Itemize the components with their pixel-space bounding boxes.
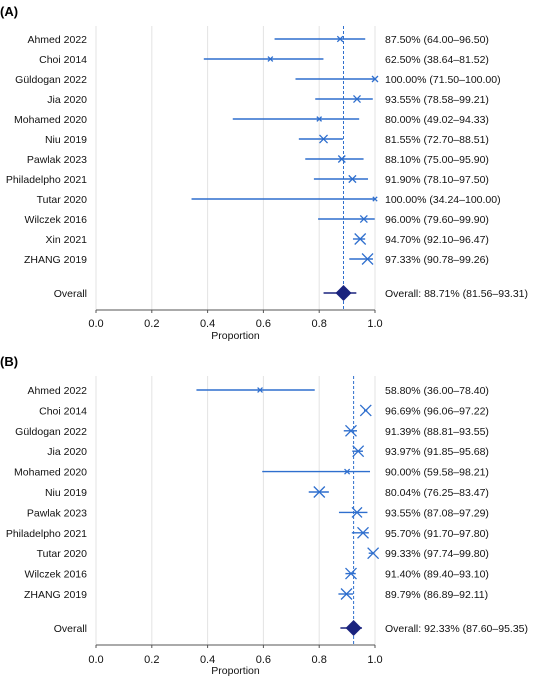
x-tick-label: 0.6	[256, 318, 271, 330]
overall-label: Overall: 88.71% (81.56–93.31)	[385, 288, 528, 300]
x-tick-label: 0.2	[144, 318, 159, 330]
estimate-label: 96.69% (96.06–97.22)	[385, 405, 489, 417]
point-estimate-marker	[340, 588, 353, 600]
study-name: ZHANG 2019	[24, 589, 87, 601]
point-estimate-marker	[313, 486, 326, 498]
panel-label: (B)	[0, 354, 18, 369]
study-name: Philadelpho 2021	[6, 174, 87, 186]
estimate-label: 93.55% (87.08–97.29)	[385, 507, 489, 519]
study-name: Güldogan 2022	[15, 74, 87, 86]
estimate-label: 81.55% (72.70–88.51)	[385, 134, 489, 146]
estimate-label: 91.40% (89.40–93.10)	[385, 569, 489, 581]
x-tick-label: 1.0	[367, 318, 382, 330]
x-tick-label: 1.0	[367, 654, 382, 666]
x-tick-label: 0.4	[200, 318, 215, 330]
study-name: Xin 2021	[46, 234, 88, 246]
study-name: Wilczek 2016	[25, 214, 88, 226]
estimate-label: 62.50% (38.64–81.52)	[385, 54, 489, 66]
point-estimate-marker	[371, 75, 379, 83]
forest-panel-b: (B) 0.0 0.2 0.4 0.6 0.8 1.0 Proportion Ahmed 202…	[0, 354, 528, 676]
estimate-label: 96.00% (79.60–99.90)	[385, 214, 489, 226]
point-estimate-marker	[344, 468, 351, 475]
point-estimate-marker	[267, 56, 274, 62]
point-estimate-marker	[319, 134, 329, 144]
point-estimate-marker	[336, 35, 344, 43]
estimate-label: 89.79% (86.89–92.11)	[385, 589, 488, 601]
study-name: Pawlak 2023	[27, 154, 87, 166]
estimate-label: 95.70% (91.70–97.80)	[385, 528, 489, 540]
point-estimate-marker	[316, 116, 323, 122]
x-tick-label: 0.0	[88, 654, 103, 666]
estimate-label: 88.10% (75.00–95.90)	[385, 154, 489, 166]
estimate-label: 58.80% (36.00–78.40)	[385, 385, 489, 397]
study-name: Niu 2019	[45, 134, 87, 146]
study-name: Ahmed 2022	[27, 34, 87, 46]
overall-name: Overall	[54, 623, 87, 635]
point-estimate-marker	[361, 253, 374, 265]
x-tick-label: 0.2	[144, 654, 159, 666]
point-estimate-marker	[351, 506, 363, 518]
study-name: Pawlak 2023	[27, 507, 87, 519]
study-name: Niu 2019	[45, 487, 87, 499]
x-axis-title: Proportion	[211, 665, 260, 676]
study-name: Jia 2020	[47, 94, 87, 106]
study-name: Choi 2014	[39, 405, 87, 417]
overall-label: Overall: 92.33% (87.60–95.35)	[385, 623, 528, 635]
estimate-label: 94.70% (92.10–96.47)	[385, 234, 489, 246]
point-estimate-marker	[359, 214, 368, 224]
study-name: Philadelpho 2021	[6, 528, 87, 540]
estimate-label: 93.97% (91.85–95.68)	[385, 446, 489, 458]
point-estimate-marker	[357, 526, 369, 539]
point-estimate-marker	[367, 547, 380, 560]
estimate-label: 80.04% (76.25–83.47)	[385, 487, 489, 499]
study-name: Tutar 2020	[37, 194, 88, 206]
estimate-label: 80.00% (49.02–94.33)	[385, 114, 489, 126]
study-name: Wilczek 2016	[25, 569, 88, 581]
x-tick-label: 0.8	[312, 654, 327, 666]
point-estimate-marker	[352, 445, 365, 458]
study-name: Güldogan 2022	[15, 426, 87, 438]
point-estimate-marker	[353, 95, 361, 103]
estimate-label: 93.55% (78.58–99.21)	[385, 94, 489, 106]
point-estimate-marker	[345, 567, 357, 580]
estimate-label: 100.00% (71.50–100.00)	[385, 74, 501, 86]
point-estimate-marker	[348, 174, 357, 184]
point-estimate-marker	[372, 196, 378, 202]
study-name: ZHANG 2019	[24, 254, 87, 266]
estimate-label: 100.00% (34.24–100.00)	[385, 194, 501, 206]
overall-name: Overall	[54, 288, 87, 300]
study-name: Mohamed 2020	[14, 114, 87, 126]
point-estimate-marker	[354, 233, 367, 245]
study-name: Choi 2014	[39, 54, 87, 66]
x-tick-label: 0.0	[88, 318, 103, 330]
estimate-label: 97.33% (90.78–99.26)	[385, 254, 489, 266]
estimate-label: 99.33% (97.74–99.80)	[385, 548, 489, 560]
study-name: Ahmed 2022	[27, 385, 87, 397]
study-name: Tutar 2020	[37, 548, 88, 560]
overall-diamond	[345, 620, 362, 636]
estimate-label: 91.90% (78.10–97.50)	[385, 174, 489, 186]
x-tick-label: 0.8	[312, 318, 327, 330]
study-name: Mohamed 2020	[14, 467, 87, 479]
study-name: Jia 2020	[47, 446, 87, 458]
point-estimate-marker	[359, 404, 372, 417]
point-estimate-marker	[337, 155, 346, 163]
panel-label: (A)	[0, 4, 18, 19]
forest-panel-a: (A) 0.0 0.2 0.4 0.6 0.8 1.0 Proportion Ahmed 202…	[0, 4, 528, 342]
estimate-label: 87.50% (64.00–96.50)	[385, 34, 489, 46]
x-tick-label: 0.4	[200, 654, 215, 666]
x-tick-label: 0.6	[256, 654, 271, 666]
point-estimate-marker	[257, 387, 263, 393]
point-estimate-marker	[345, 424, 357, 437]
estimate-label: 90.00% (59.58–98.21)	[385, 467, 489, 479]
estimate-label: 91.39% (88.81–93.55)	[385, 426, 489, 438]
overall-diamond	[335, 285, 352, 301]
x-axis-title: Proportion	[211, 330, 260, 342]
